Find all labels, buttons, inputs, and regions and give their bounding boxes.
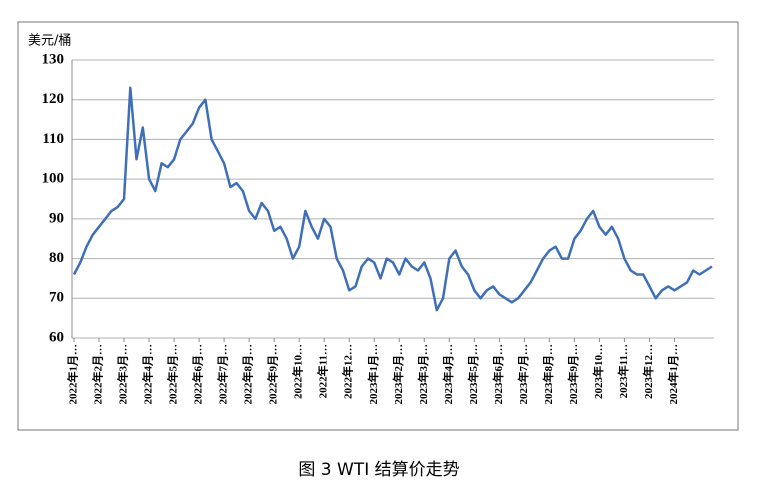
y-tick-label: 120: [42, 91, 65, 107]
y-unit-label: 美元/桶: [28, 34, 71, 49]
chart-caption: 图 3 WTI 结算价走势: [298, 460, 459, 480]
x-tick-label: 2022年4月…: [141, 344, 155, 405]
y-tick-label: 100: [42, 171, 65, 187]
x-tick-label: 2022年1月…: [66, 344, 80, 405]
x-tick-label: 2023年3月…: [416, 344, 430, 405]
x-tick-label: 2023年7月…: [516, 344, 530, 405]
y-tick-label: 60: [49, 329, 64, 345]
x-tick-label: 2023年2月…: [391, 344, 405, 405]
y-tick-label: 130: [42, 51, 65, 67]
x-tick-label: 2022年12…: [341, 344, 355, 399]
price-line: [72, 86, 713, 312]
x-tick-label: 2023年10…: [591, 344, 605, 399]
x-tick-label: 2023年6月…: [491, 344, 505, 405]
x-tick-label: 2023年8月…: [541, 344, 555, 405]
x-tick-label: 2022年8月…: [241, 344, 255, 405]
x-tick-label: 2022年7月…: [216, 344, 230, 405]
x-tick-label: 2022年10…: [291, 344, 305, 399]
x-tick-label: 2023年1月…: [366, 344, 380, 405]
y-tick-label: 80: [49, 250, 64, 266]
x-tick-label: 2023年9月…: [566, 344, 580, 405]
x-tick-label: 2023年11…: [616, 344, 630, 398]
x-tick-label: 2023年5月…: [466, 344, 480, 405]
y-tick-label: 90: [49, 210, 64, 226]
x-tick-label: 2024年1月…: [666, 344, 680, 405]
x-tick-label: 2022年3月…: [116, 344, 130, 405]
x-tick-label: 2022年9月…: [266, 344, 280, 405]
y-tick-label: 110: [42, 131, 64, 147]
x-tick-label: 2023年4月…: [441, 344, 455, 405]
x-tick-label: 2022年6月…: [191, 344, 205, 405]
x-tick-label: 2022年11…: [316, 344, 330, 398]
x-tick-label: 2023年12…: [641, 344, 655, 399]
x-tick-label: 2022年2月…: [91, 344, 105, 405]
x-tick-label: 2022年5月…: [166, 344, 180, 405]
chart-frame: [17, 21, 739, 431]
y-tick-label: 70: [49, 290, 64, 306]
